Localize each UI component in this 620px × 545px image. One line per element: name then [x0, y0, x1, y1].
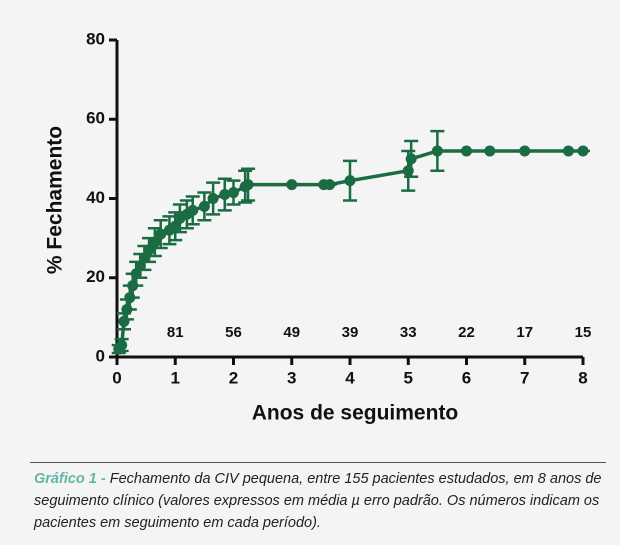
x-tick-label: 6 [462, 368, 471, 387]
caption-rule [30, 462, 606, 463]
marker [577, 145, 589, 157]
x-axis-label: Anos de seguimento [252, 402, 459, 425]
marker [155, 228, 167, 240]
marker [484, 145, 496, 157]
chart: Anos de seguimento % Fechamento 02040608… [44, 29, 592, 425]
annotation: 22 [458, 324, 475, 341]
x-tick-label: 2 [229, 368, 238, 387]
marker [169, 220, 181, 232]
x-tick-label: 0 [112, 368, 121, 387]
marker [431, 145, 443, 157]
y-tick-label: 60 [86, 109, 105, 128]
y-tick-label: 0 [96, 346, 105, 365]
marker [228, 187, 239, 199]
x-tick-label: 8 [578, 368, 587, 387]
annotation: 81 [167, 324, 184, 341]
marker [286, 179, 298, 191]
annotation: 17 [516, 324, 533, 341]
marker [143, 244, 155, 256]
x-tick-label: 7 [520, 368, 529, 387]
y-tick-label: 20 [86, 267, 105, 286]
x-tick-label: 1 [171, 368, 180, 387]
marker [242, 179, 254, 191]
caption-label: Gráfico 1 - [34, 471, 110, 487]
marker [519, 145, 531, 157]
annotation: 56 [225, 324, 242, 341]
marker [207, 193, 219, 204]
annotation: 33 [400, 324, 417, 341]
y-tick-label: 80 [86, 29, 105, 48]
caption-text: Fechamento da CIV pequena, entre 155 pac… [34, 471, 602, 531]
annotation: 15 [575, 324, 592, 341]
marker [562, 145, 574, 157]
marker [187, 204, 199, 216]
x-tick-label: 4 [345, 368, 355, 387]
marker [149, 236, 161, 248]
x-tick-label: 3 [287, 368, 296, 387]
annotation: 39 [342, 324, 359, 341]
marker [405, 153, 417, 165]
marker [461, 145, 472, 157]
y-tick-label: 40 [86, 188, 105, 207]
marker [344, 175, 356, 187]
y-axis-label: % Fechamento [44, 126, 67, 274]
caption: Gráfico 1 - Fechamento da CIV pequena, e… [34, 468, 606, 534]
marker [198, 200, 210, 212]
annotation: 49 [283, 324, 300, 341]
x-tick-label: 5 [404, 368, 413, 387]
marker [116, 339, 128, 351]
marker [324, 179, 336, 191]
marker [219, 189, 231, 201]
